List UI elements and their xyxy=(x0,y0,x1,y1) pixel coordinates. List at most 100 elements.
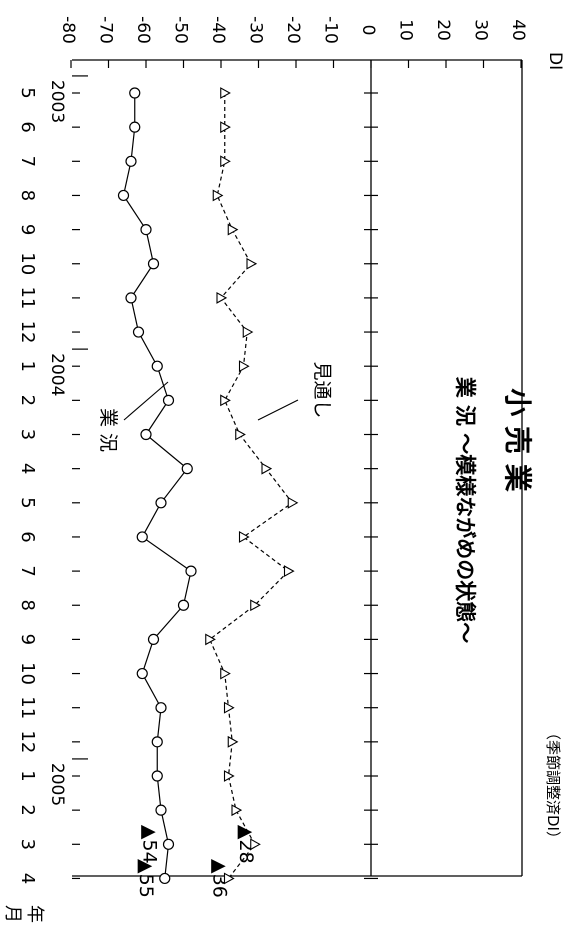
point-circle xyxy=(151,770,163,782)
year-label: 2003 xyxy=(47,80,67,123)
point-circle xyxy=(140,224,152,236)
annotation-label: ▲55 xyxy=(135,859,157,898)
month-label: 7 xyxy=(17,565,38,576)
point-triangle xyxy=(238,531,250,543)
series-label-1: 業 況 xyxy=(97,408,119,452)
data-marks xyxy=(117,87,299,885)
point-triangle xyxy=(250,599,261,612)
y-tick-label: 30 xyxy=(471,19,491,41)
point-circle xyxy=(177,599,190,611)
point-circle xyxy=(129,87,141,99)
point-triangle xyxy=(231,804,243,817)
y-tick-label: -60 xyxy=(133,16,153,44)
month-label: 5 xyxy=(17,87,38,98)
point-triangle xyxy=(246,257,258,270)
point-circle xyxy=(159,872,171,885)
y-tick-label: -70 xyxy=(96,16,116,44)
point-triangle xyxy=(220,87,231,99)
point-triangle xyxy=(223,872,235,885)
point-triangle xyxy=(238,360,250,373)
month-label: 1 xyxy=(17,770,38,781)
month-label: 2 xyxy=(17,804,38,815)
month-label: 10 xyxy=(17,662,38,685)
month-label: 7 xyxy=(17,156,38,167)
point-circle xyxy=(129,121,141,133)
month-label: 8 xyxy=(17,600,38,611)
month-label: 8 xyxy=(17,190,38,201)
point-circle xyxy=(140,428,152,441)
point-circle xyxy=(136,667,148,680)
month-label: 9 xyxy=(17,224,38,235)
point-triangle xyxy=(216,291,228,304)
month-label: 4 xyxy=(17,873,38,884)
month-label: 3 xyxy=(17,839,38,850)
point-circle xyxy=(125,292,137,304)
point-triangle xyxy=(205,633,216,646)
point-triangle xyxy=(283,565,295,578)
point-triangle xyxy=(261,462,273,475)
point-triangle xyxy=(227,735,239,748)
point-circle xyxy=(155,804,167,816)
point-circle xyxy=(147,633,160,646)
point-triangle xyxy=(220,155,231,168)
point-circle xyxy=(151,736,163,748)
x-axis-year-label: 年 xyxy=(24,905,45,923)
point-triangle xyxy=(287,496,299,509)
month-label: 11 xyxy=(17,286,38,309)
month-label: 3 xyxy=(17,429,38,440)
month-label: 9 xyxy=(17,634,38,645)
month-label: 6 xyxy=(17,531,38,542)
point-circle xyxy=(181,463,193,475)
month-label: 4 xyxy=(17,463,38,474)
point-triangle xyxy=(227,223,239,236)
month-label: 1 xyxy=(17,360,38,371)
month-label: 10 xyxy=(17,252,38,275)
point-triangle xyxy=(242,326,254,338)
chart-title: 小 売 業 xyxy=(501,388,534,492)
point-circle xyxy=(185,565,197,577)
y-tick-label: -50 xyxy=(171,16,191,44)
point-triangle xyxy=(235,428,246,441)
y-tick-label: 0 xyxy=(358,25,378,36)
annotation-label: ▲54 xyxy=(139,825,161,864)
month-label: 11 xyxy=(17,696,38,719)
annotation-label: ▲28 xyxy=(235,825,257,864)
month-label: 12 xyxy=(17,321,38,344)
point-triangle xyxy=(220,667,231,680)
series-line-2 xyxy=(209,93,294,879)
y-tick-label: -20 xyxy=(283,16,303,44)
x-axis-month-label: 月 xyxy=(2,905,23,923)
y-tick-label: 20 xyxy=(433,19,453,41)
axes: 40 30 20 10 0 -10 -20 -30 -40 -50 -60 -70 -80 5 6 7 8 9 10… xyxy=(17,16,528,884)
y-tick-label: -30 xyxy=(246,16,266,44)
point-circle xyxy=(162,394,175,406)
point-triangle xyxy=(220,121,231,134)
y-axis-label: DI xyxy=(545,52,565,70)
series-label-2: 見通し xyxy=(311,361,333,418)
y-tick-label: -80 xyxy=(58,16,78,44)
point-triangle xyxy=(223,770,235,782)
point-circle xyxy=(136,531,148,543)
point-triangle xyxy=(220,394,231,407)
point-circle xyxy=(162,838,175,850)
point-circle xyxy=(155,497,167,509)
point-circle xyxy=(151,360,163,372)
leader-line-2 xyxy=(257,399,299,421)
year-label: 2005 xyxy=(47,763,67,806)
leader-line-1 xyxy=(123,381,169,421)
annotation-label: ▲36 xyxy=(209,859,231,898)
point-circle xyxy=(125,155,137,167)
chart-subtitle: 業 況 〜模様ながめの状態〜 xyxy=(453,377,477,644)
y-tick-label: 10 xyxy=(396,19,416,41)
point-circle xyxy=(147,258,160,270)
point-triangle xyxy=(250,838,261,851)
month-label: 2 xyxy=(17,395,38,406)
month-label: 5 xyxy=(17,497,38,508)
y-tick-label: -40 xyxy=(208,16,228,44)
y-tick-label: -10 xyxy=(321,16,341,44)
year-label: 2004 xyxy=(47,353,67,396)
point-triangle xyxy=(223,701,235,714)
point-circle xyxy=(117,189,130,202)
series-lines xyxy=(122,93,294,879)
